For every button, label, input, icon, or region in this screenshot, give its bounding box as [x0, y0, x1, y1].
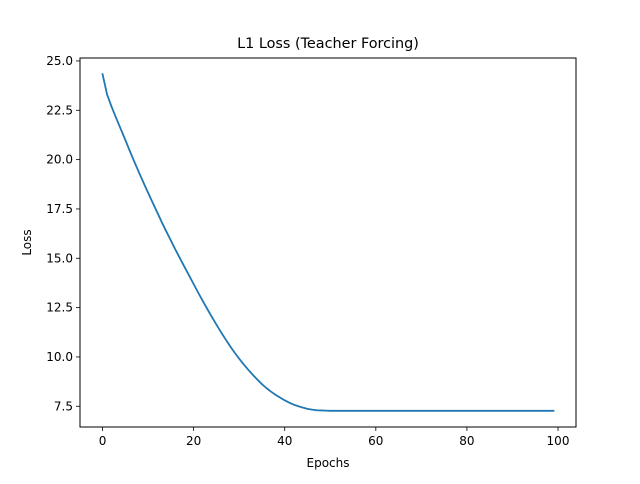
axes-frame — [79, 57, 577, 428]
y-tick-label: 20.0 — [46, 153, 73, 167]
chart-title: L1 Loss (Teacher Forcing) — [237, 36, 419, 52]
y-axis-label: Loss — [20, 229, 34, 255]
x-axis-label: Epochs — [307, 456, 350, 470]
x-tick-label: 20 — [186, 434, 201, 448]
series-layer — [101, 73, 555, 412]
y-tick-label: 15.0 — [46, 251, 73, 265]
y-tick-label: 7.5 — [54, 399, 73, 413]
plot-area — [80, 58, 576, 427]
loss-series-line — [101, 73, 555, 412]
x-tick-label: 100 — [547, 434, 570, 448]
x-tick-label: 80 — [459, 434, 474, 448]
x-tick-label: 60 — [368, 434, 383, 448]
y-tick-label: 22.5 — [46, 103, 73, 117]
y-tick-label: 17.5 — [46, 202, 73, 216]
ticks: 0 20 40 60 80 100 7.5 10.0 12.5 15.0 17.5 20.0 22.5 2… — [46, 54, 569, 448]
y-tick-label: 12.5 — [46, 301, 73, 315]
y-tick-label: 25.0 — [46, 54, 73, 68]
x-tick-label: 40 — [277, 434, 292, 448]
y-tick-label: 10.0 — [46, 350, 73, 364]
x-tick-label: 0 — [99, 434, 107, 448]
